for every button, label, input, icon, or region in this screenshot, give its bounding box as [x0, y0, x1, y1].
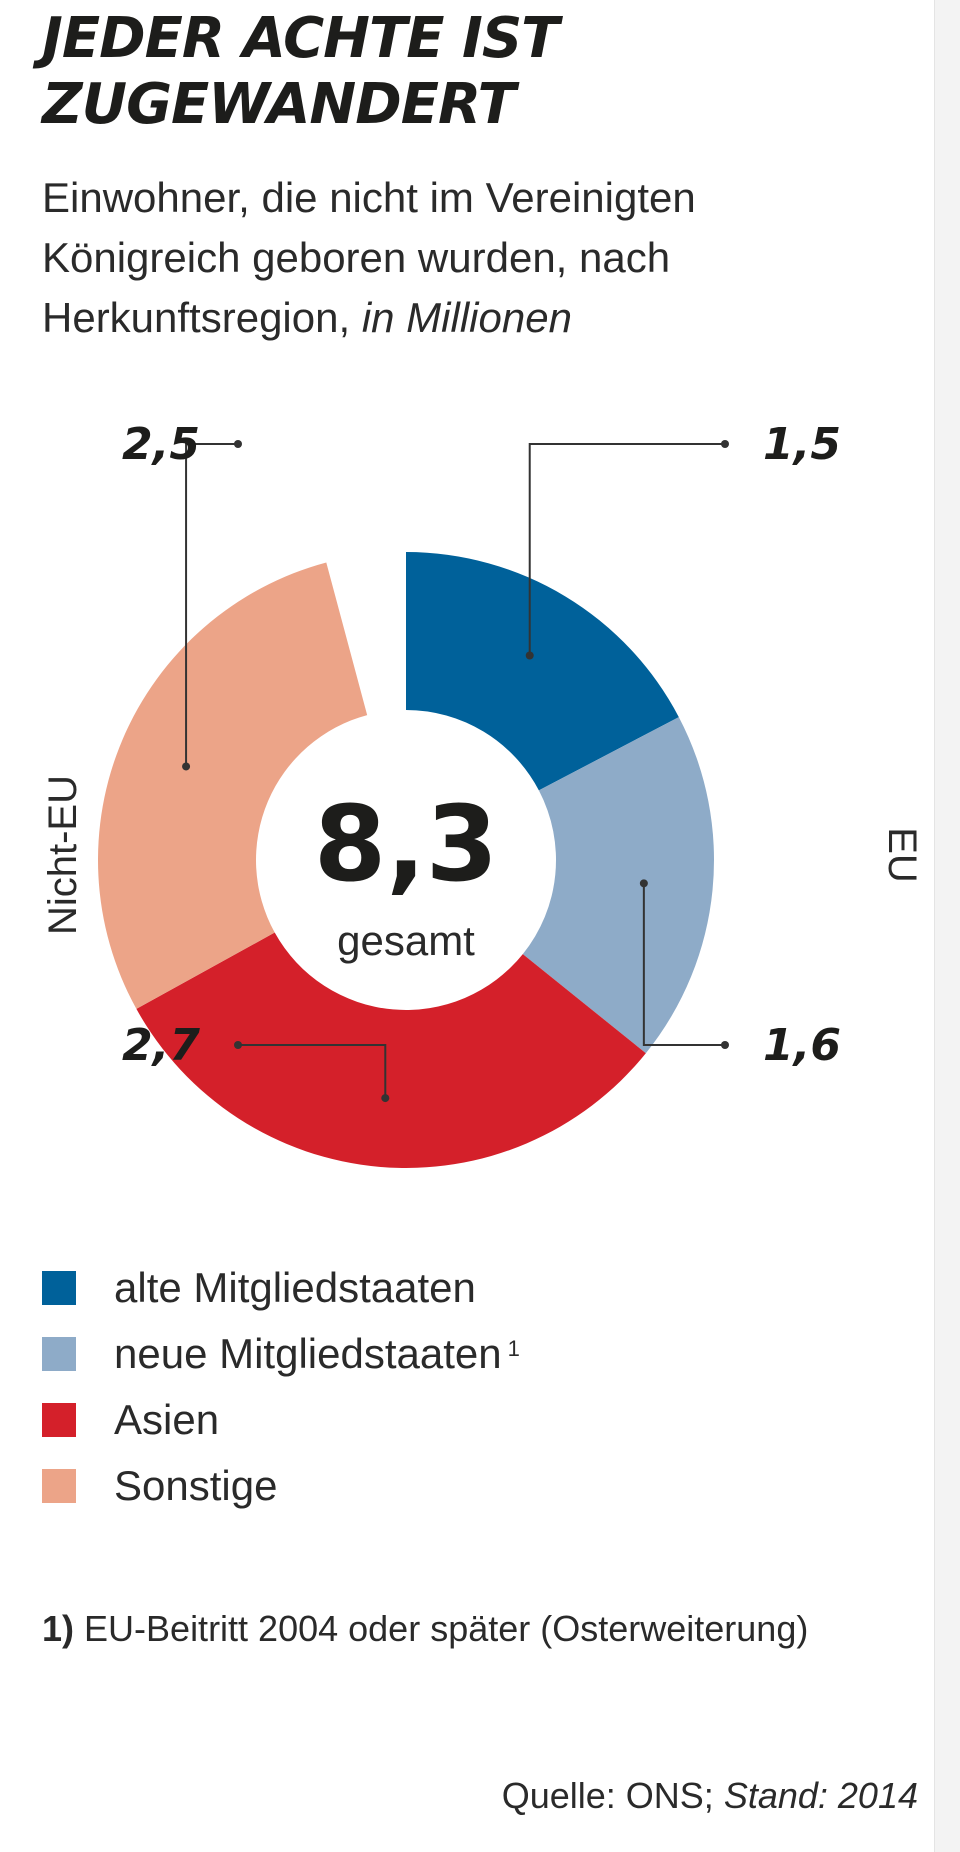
legend-item: Asien — [42, 1387, 862, 1453]
donut-segment — [98, 562, 368, 1009]
donut-segment — [136, 932, 646, 1168]
chart-subtitle: Einwohner, die nicht im Vereinigten Köni… — [42, 168, 902, 348]
leader-dot — [234, 1041, 242, 1049]
chart-title: JEDER ACHTE IST ZUGEWANDERT — [42, 6, 559, 137]
legend-label: Sonstige — [114, 1462, 278, 1509]
leader-line — [528, 443, 725, 656]
page-edge-strip — [934, 0, 960, 1852]
value-labels: 1,5 1,6 2,7 2,5 — [122, 419, 841, 1071]
leader-dot — [234, 440, 242, 448]
leader-dot — [721, 440, 729, 448]
donut-chart: 1,5 1,6 2,7 2,5 8,3 gesamt Nicht-EU EU — [41, 419, 924, 1168]
value-leader-lines — [182, 440, 729, 1103]
legend-label: neue Mitgliedstaaten 1 — [114, 1330, 520, 1377]
legend-item: alte Mitgliedstaaten — [42, 1255, 862, 1321]
group-label-nicht-eu: Nicht-EU — [41, 775, 85, 935]
donut-segments — [98, 552, 714, 1168]
donut-segment — [522, 717, 714, 1054]
leader-dot — [182, 762, 191, 771]
leader-dot — [381, 1094, 390, 1103]
leader-dot — [721, 1041, 729, 1049]
legend-label: alte Mitgliedstaaten — [114, 1264, 476, 1311]
leader-dot — [525, 651, 534, 660]
footnote-marker: 1) — [42, 1608, 75, 1649]
value-label: 1,6 — [763, 1020, 841, 1071]
group-label-eu: EU — [880, 827, 924, 883]
value-label: 1,5 — [763, 419, 841, 470]
subtitle-text: Einwohner, die nicht im Vereinigten Köni… — [42, 174, 696, 341]
legend-swatch — [42, 1469, 76, 1503]
leader-line — [185, 443, 238, 767]
source-line: Quelle: ONS; Stand: 2014 — [502, 1775, 918, 1817]
legend-item: Sonstige — [42, 1453, 862, 1519]
legend-swatch — [42, 1271, 76, 1305]
footnote-text: EU-Beitritt 2004 oder später (Osterweite… — [84, 1608, 809, 1649]
source-stand: Stand: 2014 — [723, 1775, 918, 1816]
legend: alte Mitgliedstaaten neue Mitgliedstaate… — [42, 1255, 862, 1519]
value-label: 2,5 — [122, 419, 200, 470]
total-label: gesamt — [337, 917, 475, 964]
legend-item: neue Mitgliedstaaten 1 — [42, 1321, 862, 1387]
legend-swatch — [42, 1337, 76, 1371]
footnote-ref: 1 — [507, 1336, 520, 1361]
legend-swatch — [42, 1403, 76, 1437]
source-label: Quelle: ONS; — [501, 1775, 714, 1816]
value-label: 2,7 — [122, 1020, 200, 1071]
total-value: 8,3 — [314, 783, 498, 905]
leader-line — [642, 883, 725, 1046]
footnote: 1) EU-Beitritt 2004 oder später (Osterwe… — [42, 1605, 862, 1653]
subtitle-unit: in Millionen — [361, 294, 572, 341]
donut-segment — [406, 552, 679, 791]
leader-line — [238, 1044, 387, 1099]
leader-dot — [639, 879, 648, 888]
legend-label: Asien — [114, 1396, 220, 1443]
